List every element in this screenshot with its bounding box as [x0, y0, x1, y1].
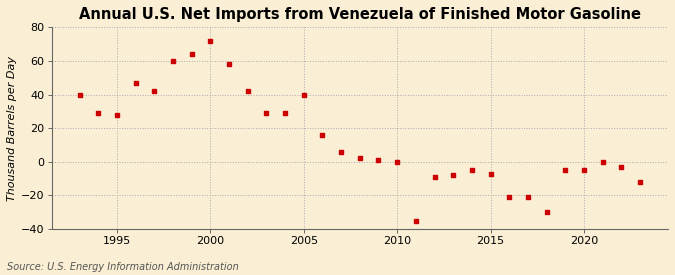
Point	[167, 59, 178, 63]
Point	[634, 180, 645, 184]
Point	[410, 219, 421, 223]
Point	[279, 111, 290, 115]
Point	[205, 39, 216, 43]
Point	[130, 81, 141, 85]
Point	[597, 160, 608, 164]
Point	[354, 156, 365, 161]
Point	[93, 111, 104, 115]
Point	[392, 160, 402, 164]
Point	[149, 89, 160, 94]
Y-axis label: Thousand Barrels per Day: Thousand Barrels per Day	[7, 56, 17, 201]
Point	[560, 168, 570, 172]
Point	[261, 111, 272, 115]
Point	[298, 92, 309, 97]
Point	[578, 168, 589, 172]
Point	[373, 158, 384, 162]
Point	[616, 165, 627, 169]
Point	[522, 195, 533, 199]
Point	[466, 168, 477, 172]
Title: Annual U.S. Net Imports from Venezuela of Finished Motor Gasoline: Annual U.S. Net Imports from Venezuela o…	[79, 7, 641, 22]
Point	[111, 112, 122, 117]
Point	[448, 173, 458, 177]
Point	[186, 52, 197, 56]
Point	[541, 210, 552, 214]
Point	[429, 175, 440, 179]
Point	[242, 89, 253, 94]
Point	[223, 62, 234, 67]
Point	[317, 133, 328, 137]
Point	[504, 195, 514, 199]
Point	[485, 171, 496, 176]
Point	[74, 92, 85, 97]
Text: Source: U.S. Energy Information Administration: Source: U.S. Energy Information Administ…	[7, 262, 238, 272]
Point	[335, 150, 346, 154]
